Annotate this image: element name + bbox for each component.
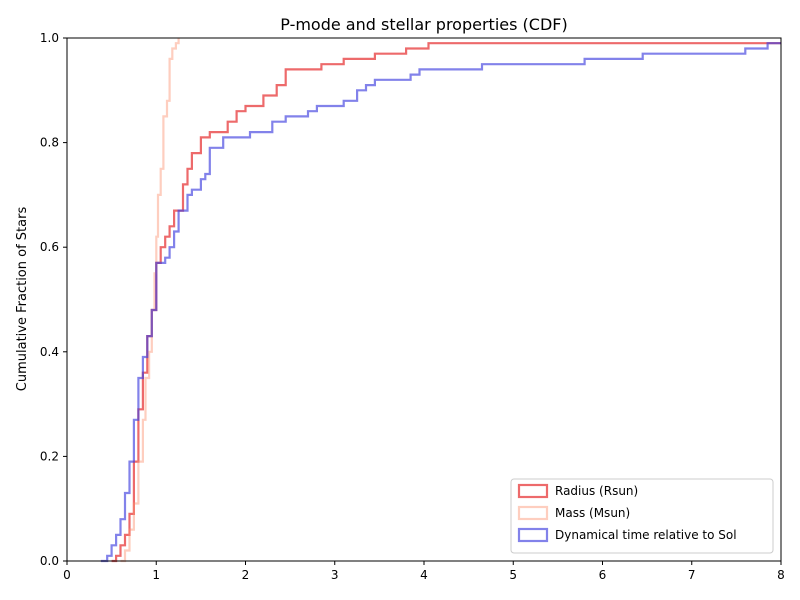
y-axis-label: Cumulative Fraction of Stars (15, 207, 30, 392)
x-tick-label: 1 (152, 568, 160, 582)
legend-swatch (517, 505, 549, 521)
legend-label: Dynamical time relative to Sol (555, 528, 737, 542)
legend: Radius (Rsun) Mass (Msun) Dynamical time r… (510, 478, 774, 554)
x-tick-label: 4 (420, 568, 428, 582)
y-tick-label: 0.4 (40, 345, 59, 359)
legend-swatch (517, 527, 549, 543)
x-tick-label: 7 (688, 568, 696, 582)
y-tick-label: 0.6 (40, 240, 59, 254)
x-tick-label: 2 (242, 568, 250, 582)
y-tick-label: 0.8 (40, 136, 59, 150)
series-line-1 (120, 38, 180, 563)
x-tick-label: 3 (331, 568, 339, 582)
y-tick-label: 0.2 (40, 449, 59, 463)
legend-label: Mass (Msun) (555, 506, 630, 520)
y-axis-ticks: 0.0 0.2 0.4 0.6 0.8 1.0 (40, 31, 67, 568)
x-tick-label: 8 (777, 568, 785, 582)
legend-frame (510, 478, 774, 554)
series-line-2 (100, 42, 781, 563)
x-tick-label: 5 (509, 568, 517, 582)
x-tick-label: 6 (599, 568, 607, 582)
legend-label: Radius (Rsun) (555, 484, 638, 498)
x-tick-label: 0 (63, 568, 71, 582)
y-tick-label: 0.0 (40, 554, 59, 568)
legend-swatch (517, 483, 549, 499)
x-axis-ticks: 0 1 2 3 4 5 6 7 8 (63, 561, 785, 582)
series-layer (100, 38, 781, 563)
chart-title: P-mode and stellar properties (CDF) (280, 15, 567, 34)
y-tick-label: 1.0 (40, 31, 59, 45)
